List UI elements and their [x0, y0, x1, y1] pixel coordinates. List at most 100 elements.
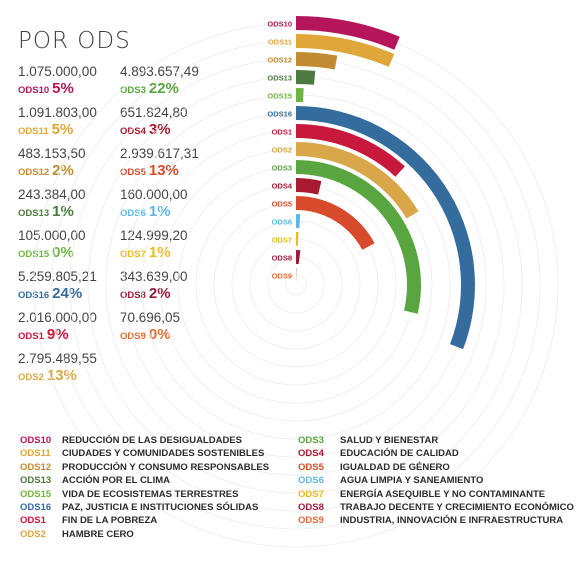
stat-ods10: 1.075.000,00 ODS10 5% [18, 64, 128, 100]
bar-label-ods7: ODS7 [272, 236, 292, 245]
bar-ods15 [296, 88, 304, 103]
grid-circle [87, 76, 505, 494]
bar-label-ods12: ODS12 [267, 56, 292, 65]
bar-label-ods9: ODS9 [272, 272, 292, 281]
bar-label-ods1: ODS1 [272, 128, 292, 137]
legend-item-ods13: ODS13 ACCIÓN POR EL CLIMA [20, 474, 170, 488]
legend-code: ODS3 [298, 435, 324, 446]
legend-item-ods12: ODS12 PRODUCCIÓN Y CONSUMO RESPONSABLES [20, 461, 269, 475]
stat-percent: 2% [52, 162, 74, 179]
grid-circle [267, 256, 325, 314]
stat-amount: 105.000,00 [18, 228, 86, 243]
stat-ods16: 5.259.805,21 ODS16 24% [18, 269, 128, 305]
legend-code: ODS9 [298, 515, 324, 527]
stat-amount: 2.939.617,31 [120, 146, 199, 161]
stat-code: ODS16 [18, 290, 50, 301]
legend-item-ods9: ODS9 INDUSTRIA, INNOVACIÓN E INFRAESTRUCT… [298, 514, 563, 528]
stat-amount: 4.893.657,49 [120, 64, 199, 79]
legend-code: ODS5 [298, 461, 324, 473]
stat-amount: 1.091.803,00 [18, 105, 97, 120]
stat-percent: 5% [51, 121, 74, 138]
legend-name: PRODUCCIÓN Y CONSUMO RESPONSABLES [62, 461, 270, 473]
stat-code: ODS3 [120, 85, 146, 96]
legend-code: ODS13 [20, 475, 52, 487]
legend-item-ods7: ODS7 ENERGÍA ASEQUIBLE Y NO CONTAMINANTE [298, 488, 545, 502]
stat-percent: 13% [46, 367, 77, 384]
bar-label-ods15: ODS15 [267, 92, 292, 101]
bar-ods1 [296, 124, 405, 177]
stat-amount: 243.384,00 [18, 187, 86, 202]
stat-amount: 483.153,50 [18, 146, 86, 161]
legend-name: EDUCACIÓN DE CALIDAD [340, 448, 459, 460]
stat-ods15: 105.000,00 ODS15 0% [18, 228, 128, 264]
bar-ods4 [296, 178, 322, 195]
stat-percent: 0% [148, 326, 171, 343]
stat-percent: 24% [52, 285, 83, 302]
stat-amount: 1.075.000,00 [18, 64, 97, 79]
legend-code: ODS2 [20, 528, 46, 540]
legend-name: FIN DE LA POBREZA [62, 515, 158, 527]
bar-ods5 [296, 196, 375, 250]
stat-percent: 2% [148, 285, 171, 302]
stat-code: ODS5 [120, 167, 146, 178]
stat-ods3: 4.893.657,49 ODS3 22% [120, 64, 230, 100]
bar-label-ods13: ODS13 [267, 74, 292, 83]
legend-code: ODS6 [298, 475, 324, 487]
legend-item-ods8: ODS8 TRABAJO DECENTE Y CRECIMIENTO ECONÓM… [298, 501, 574, 515]
stat-amount: 2.016.000,00 [18, 310, 97, 325]
bar-label-ods3: ODS3 [272, 164, 292, 173]
stat-code: ODS7 [120, 249, 146, 260]
stat-code: ODS1 [18, 331, 44, 342]
bar-label-ods5: ODS5 [272, 200, 292, 209]
legend-name: IGUALDAD DE GÉNERO [340, 461, 450, 473]
legend-item-ods10: ODS10 REDUCCIÓN DE LAS DESIGUALDADES [20, 434, 242, 448]
stat-code: ODS4 [120, 126, 146, 137]
bar-ods11 [296, 34, 395, 67]
stat-percent: 1% [148, 203, 171, 220]
legend-code: ODS15 [20, 488, 52, 500]
legend-name: INDUSTRIA, INNOVACIÓN E INFRAESTRUCTURA [340, 515, 564, 527]
chart-title: POR ODS [18, 28, 131, 54]
stat-percent: 5% [52, 80, 74, 97]
stat-code: ODS9 [120, 331, 146, 342]
stat-code: ODS11 [18, 126, 49, 137]
bar-label-ods8: ODS8 [272, 254, 292, 263]
legend-name: ACCIÓN POR EL CLIMA [62, 475, 171, 487]
bar-ods7 [296, 232, 299, 247]
legend-code: ODS11 [20, 448, 51, 460]
legend-item-ods4: ODS4 EDUCACIÓN DE CALIDAD [298, 447, 459, 461]
stat-ods12: 483.153,50 ODS12 2% [18, 146, 128, 182]
bar-ods12 [296, 52, 338, 70]
legend-name: ENERGÍA ASEQUIBLE Y NO CONTAMINANTE [340, 488, 546, 500]
bar-label-ods11: ODS11 [268, 38, 292, 47]
legend-code: ODS16 [20, 502, 52, 513]
stat-code: ODS15 [18, 249, 50, 260]
bar-ods10 [296, 16, 400, 50]
bar-label-ods2: ODS2 [272, 146, 292, 155]
stat-ods1: 2.016.000,00 ODS1 9% [18, 310, 128, 346]
stat-code: ODS6 [120, 208, 146, 219]
legend-name: VIDA DE ECOSISTEMAS TERRESTRES [62, 488, 239, 500]
legend-code: ODS10 [20, 435, 52, 446]
legend-name: REDUCCIÓN DE LAS DESIGUALDADES [62, 435, 242, 446]
stat-code: ODS8 [120, 290, 146, 301]
stat-ods6: 160.000,00 ODS6 1% [120, 187, 230, 223]
legend-item-ods11: ODS11 CIUDADES Y COMUNIDADES SOSTENIBLES [20, 447, 264, 461]
legend-item-ods3: ODS3 SALUD Y BIENESTAR [298, 434, 438, 448]
legend-item-ods1: ODS1 FIN DE LA POBREZA [20, 514, 157, 528]
legend-item-ods16: ODS16 PAZ, JUSTICIA E INSTITUCIONES SÓLID… [20, 501, 258, 515]
stat-amount: 651.824,80 [120, 105, 188, 120]
bars [296, 16, 475, 350]
grid-circle [141, 130, 451, 440]
stat-code: ODS13 [18, 208, 50, 219]
bar-label-ods4: ODS4 [272, 182, 293, 191]
stat-code: ODS10 [18, 85, 50, 96]
stat-amount: 5.259.805,21 [18, 269, 97, 284]
stat-amount: 160.000,00 [120, 187, 188, 202]
legend-code: ODS4 [298, 448, 324, 460]
bar-label-ods6: ODS6 [272, 218, 292, 227]
bar-ods3 [296, 160, 421, 314]
legend-item-ods15: ODS15 VIDA DE ECOSISTEMAS TERRESTRES [20, 488, 238, 502]
bar-label-ods10: ODS10 [267, 20, 292, 29]
